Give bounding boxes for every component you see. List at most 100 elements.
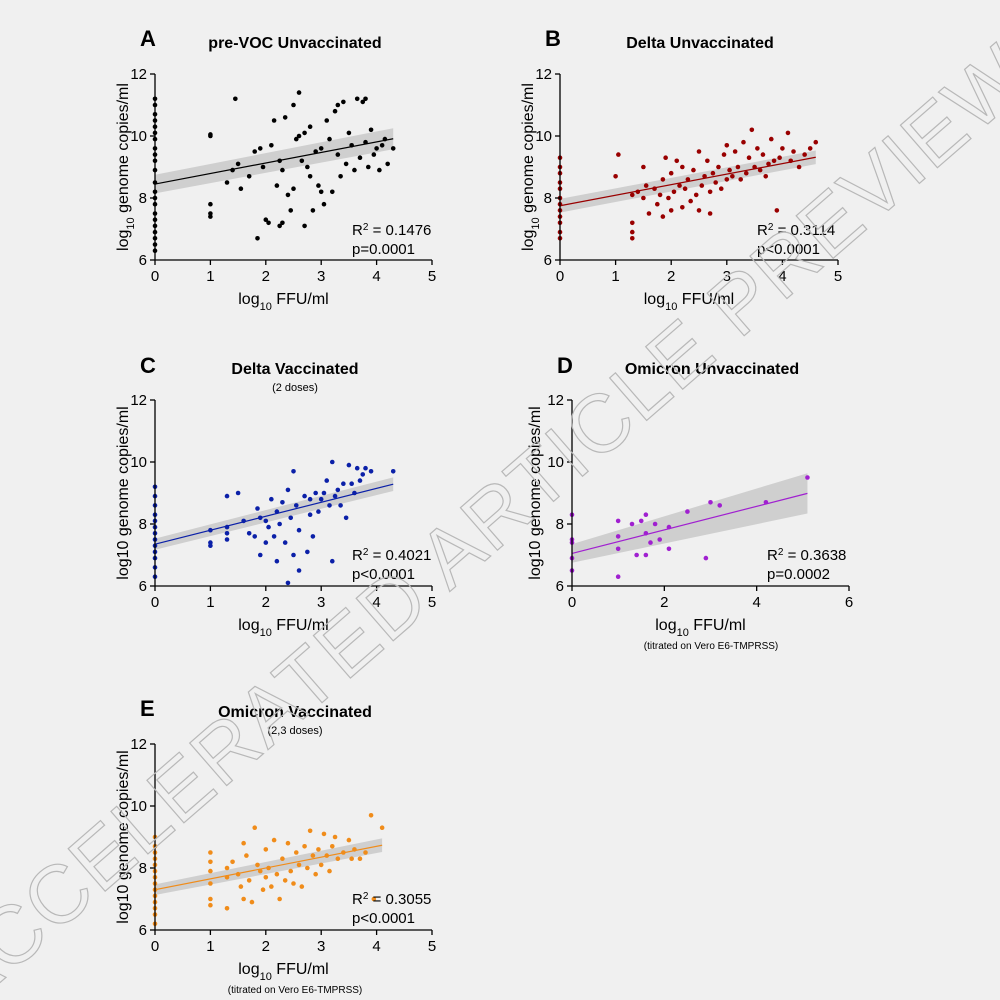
data-point: [352, 490, 357, 496]
data-point: [735, 164, 741, 170]
data-point: [746, 155, 752, 160]
y-tick-label: 12: [130, 66, 147, 83]
data-point: [363, 96, 368, 102]
x-tick-label: 1: [206, 594, 214, 611]
data-point: [316, 509, 321, 514]
x-tick-label: 4: [372, 268, 380, 285]
data-point: [791, 149, 796, 154]
r-squared-label: R2 = 0.4021: [352, 547, 431, 565]
x-tick-label: 4: [372, 938, 380, 955]
data-point: [329, 844, 335, 849]
data-point: [379, 825, 385, 830]
data-point: [615, 546, 621, 552]
data-point: [629, 220, 635, 226]
confidence-band: [155, 128, 394, 194]
data-point: [666, 524, 672, 530]
data-point: [230, 167, 235, 173]
data-point: [321, 831, 327, 837]
data-point: [357, 478, 363, 483]
data-point: [685, 509, 690, 514]
data-point: [390, 469, 396, 474]
data-point: [629, 192, 635, 198]
y-axis-label: log10 genome copies/ml: [115, 406, 132, 579]
data-point: [335, 152, 341, 157]
data-point: [280, 220, 285, 226]
data-point: [354, 465, 360, 471]
data-point: [657, 192, 663, 198]
data-point: [727, 167, 732, 173]
data-point: [805, 475, 810, 480]
data-point: [260, 164, 266, 170]
data-point: [274, 509, 280, 514]
y-axis-label: log10 genome copies/ml: [520, 83, 542, 251]
data-point: [677, 183, 682, 188]
data-point: [641, 195, 646, 201]
data-point: [263, 518, 269, 524]
data-point: [674, 158, 680, 164]
data-point: [752, 164, 757, 170]
panel-d: D Omicron Unvaccinated 6 8 10 12 0 2 4 6 log10 FFU…: [527, 353, 853, 652]
x-tick-label: 4: [752, 594, 760, 611]
data-point: [293, 136, 299, 142]
chart-title: Delta Unvaccinated: [626, 35, 774, 52]
data-point: [208, 543, 213, 548]
data-point: [252, 825, 258, 830]
x-tick-label: 6: [845, 594, 853, 611]
y-axis-label: log10 genome copies/ml: [115, 750, 132, 923]
data-point: [208, 850, 213, 855]
data-point: [307, 496, 313, 502]
data-point: [208, 201, 213, 207]
panel-letter: C: [140, 353, 156, 378]
p-value-label: p=0.0002: [767, 566, 830, 583]
data-point: [329, 189, 335, 195]
data-point: [296, 90, 302, 95]
data-point: [327, 868, 332, 874]
data-point: [368, 469, 374, 474]
data-point: [269, 496, 274, 502]
x-axis-label: log10 FFU/ml: [644, 291, 734, 313]
data-point: [224, 906, 230, 911]
data-point: [702, 174, 707, 179]
data-point: [307, 174, 313, 179]
data-point: [777, 155, 782, 160]
chart-subtitle: (2,3 doses): [267, 725, 322, 737]
data-point: [371, 152, 377, 157]
data-point: [738, 177, 743, 182]
data-point: [274, 183, 280, 188]
data-point: [296, 133, 302, 139]
data-point: [696, 149, 702, 154]
data-point: [208, 527, 213, 533]
y-tick-label: 12: [547, 392, 564, 409]
data-point: [266, 524, 271, 530]
data-point: [255, 862, 260, 868]
p-value-label: p=0.0001: [352, 241, 415, 258]
data-point: [238, 186, 244, 191]
p-value-label: p<0.0001: [352, 566, 415, 583]
data-point: [707, 189, 713, 195]
data-point: [332, 108, 338, 114]
data-point: [305, 549, 310, 555]
x-tick-label: 3: [317, 938, 325, 955]
data-point: [390, 146, 396, 151]
data-point: [663, 155, 668, 160]
data-point: [277, 158, 282, 164]
data-point: [357, 856, 363, 861]
data-point: [707, 211, 713, 216]
y-tick-label: 8: [139, 190, 147, 207]
data-point: [263, 847, 269, 852]
data-points: [557, 127, 819, 241]
data-point: [324, 853, 330, 858]
data-point: [271, 837, 277, 843]
p-value-label: p<0.0001: [352, 910, 415, 927]
data-point: [332, 834, 338, 840]
data-point: [346, 837, 352, 843]
data-point: [346, 130, 352, 136]
data-point: [280, 167, 285, 173]
data-point: [349, 481, 354, 487]
data-point: [208, 902, 213, 908]
data-point: [274, 871, 280, 877]
data-point: [241, 518, 246, 524]
regression-line: [571, 492, 808, 555]
y-tick-label: 6: [556, 578, 564, 595]
